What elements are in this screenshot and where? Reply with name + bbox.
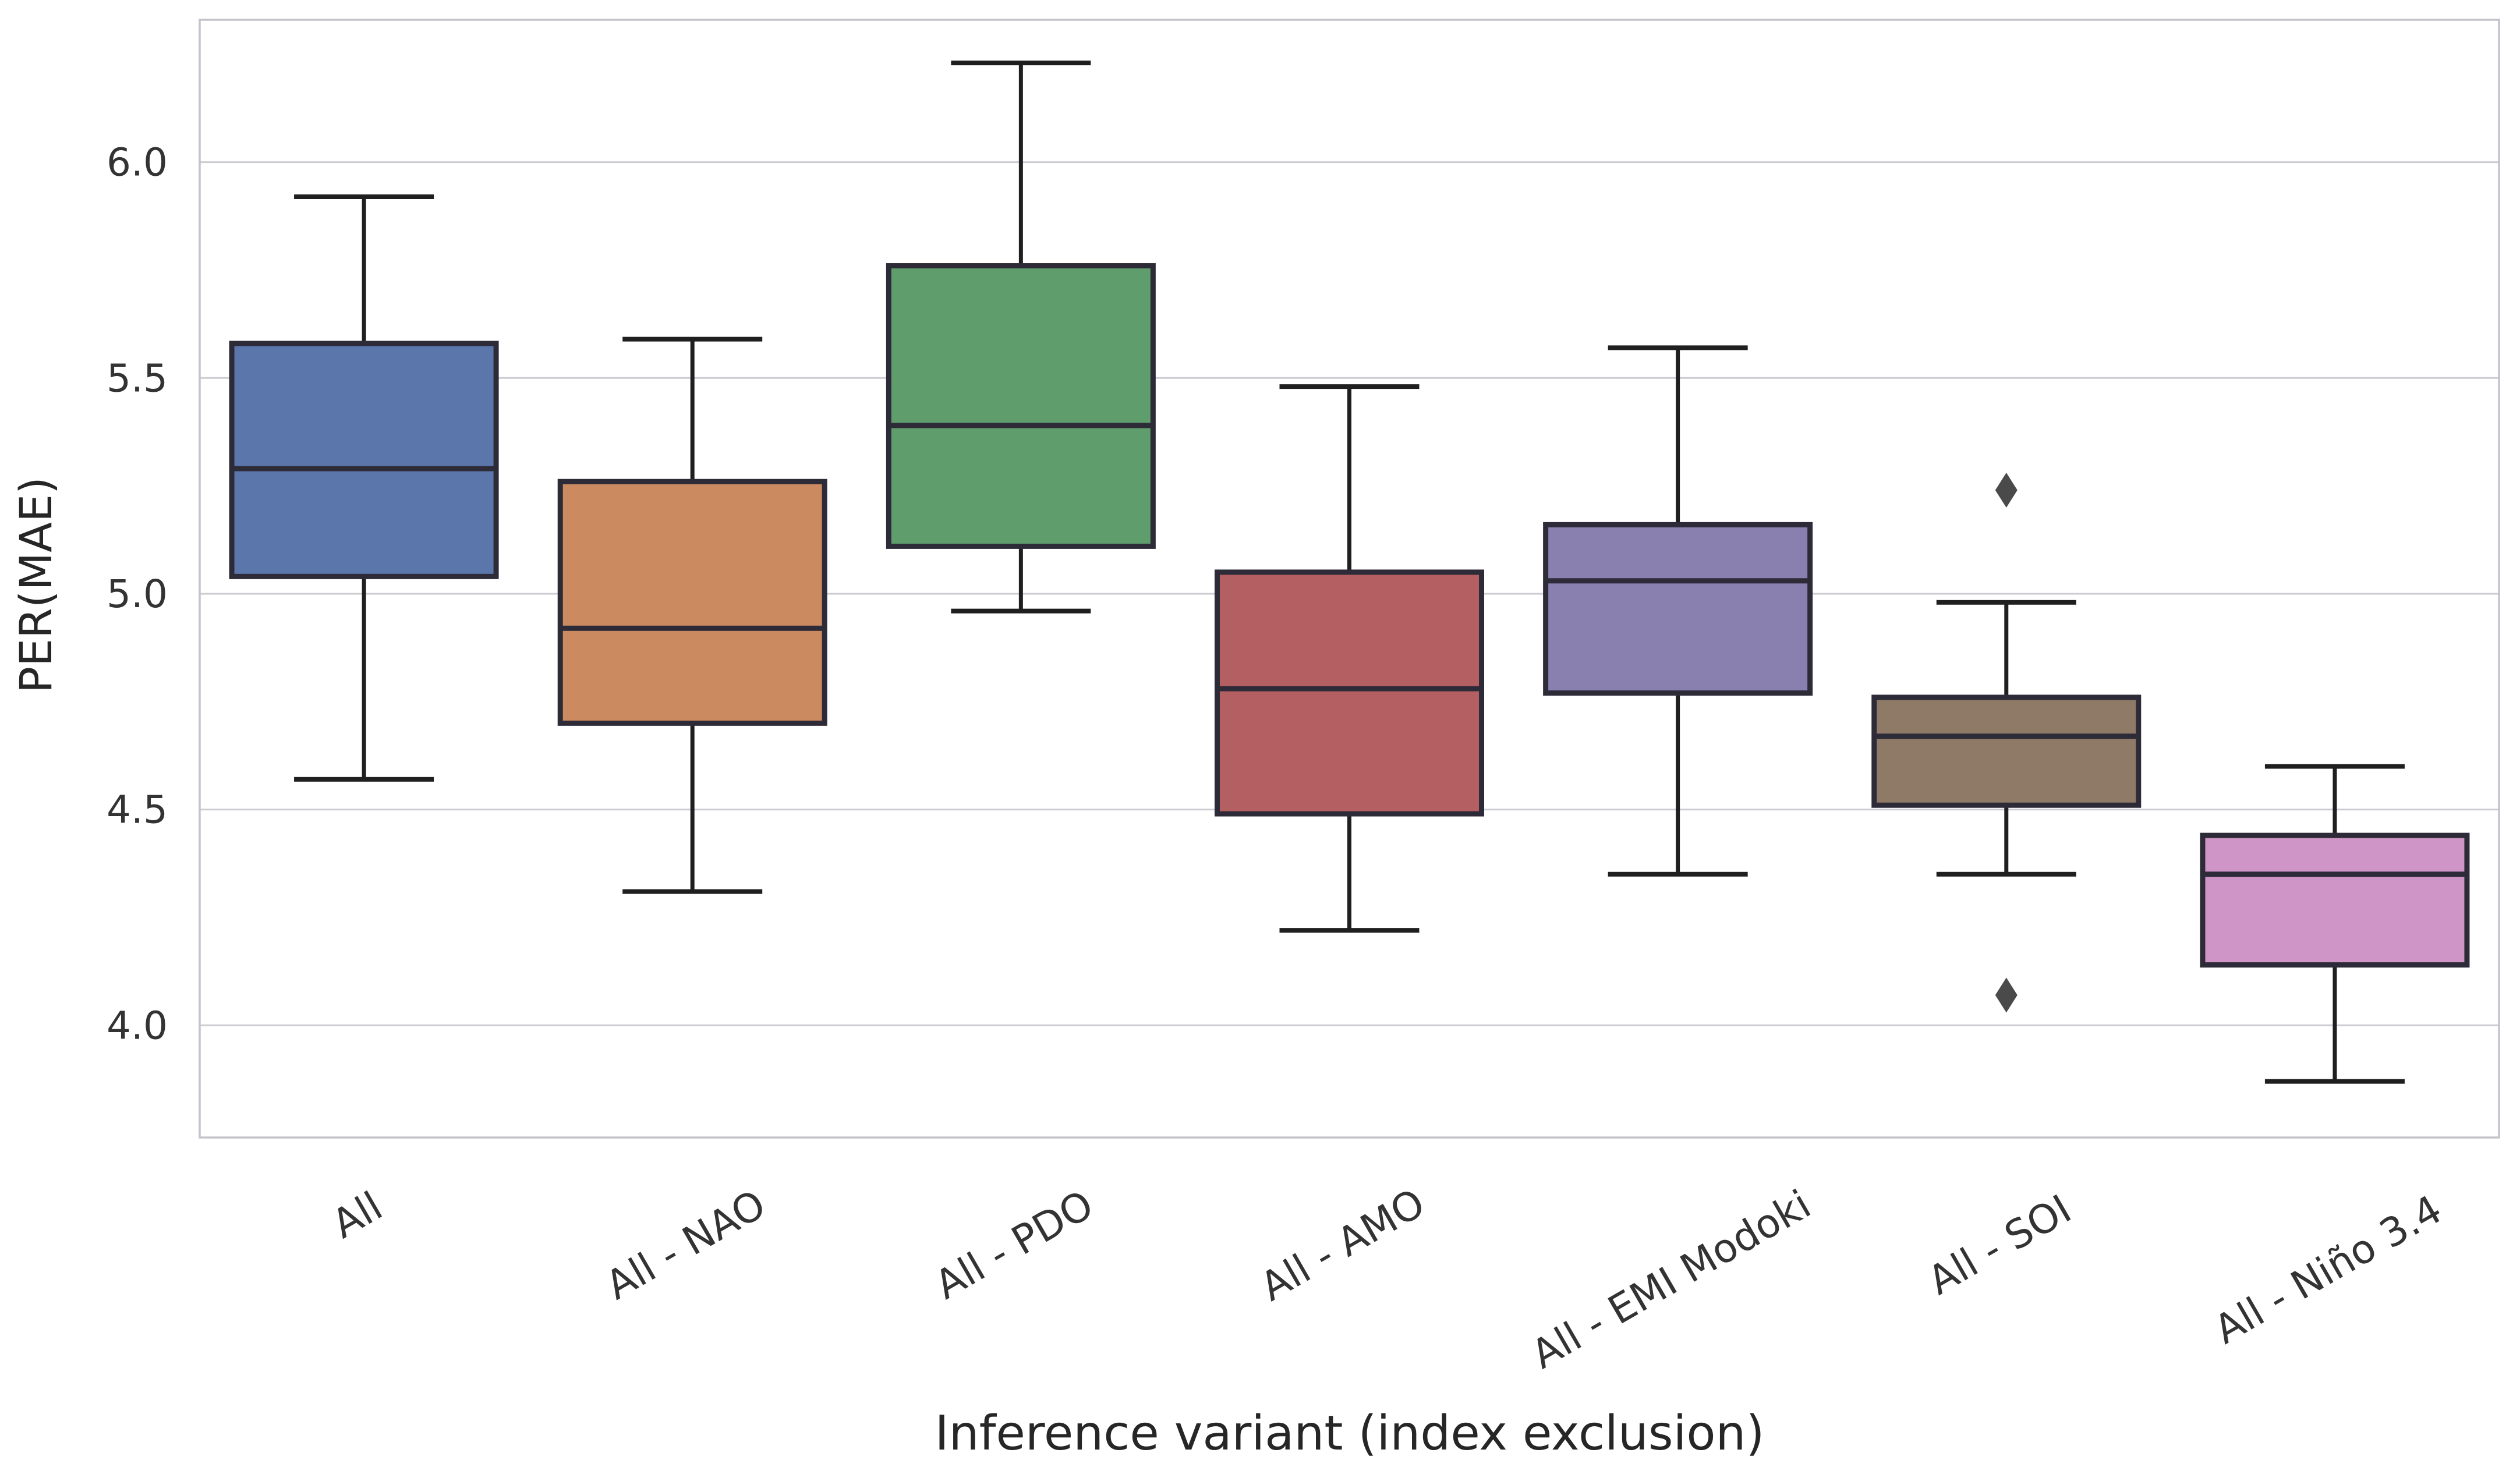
box-group	[1871, 473, 2142, 1013]
box-group	[1543, 345, 1813, 877]
box-rect	[557, 479, 827, 726]
box-group	[557, 336, 827, 894]
x-tick-label: All	[325, 1183, 391, 1248]
y-tick-label: 4.5	[107, 788, 168, 832]
y-tick-label: 5.0	[107, 572, 168, 616]
outlier-diamond	[1995, 473, 2018, 508]
x-tick-label: All - PDO	[928, 1182, 1101, 1309]
plot-border	[199, 19, 2500, 1139]
x-tick-label: All - EMI Modoki	[1524, 1182, 1818, 1379]
boxes	[229, 61, 2470, 1084]
box-group	[2200, 764, 2470, 1084]
box-rect	[1543, 522, 1813, 696]
box-rect	[1215, 569, 1484, 817]
y-axis-title: PER(MAE)	[10, 477, 62, 693]
x-tick-label: All - NAO	[599, 1181, 774, 1309]
box-group	[886, 61, 1156, 614]
y-tick-label: 4.0	[107, 1003, 168, 1048]
box-rect	[1871, 694, 2142, 808]
box-group	[229, 194, 499, 782]
y-tick-label: 5.5	[107, 356, 168, 401]
box-rect	[229, 341, 499, 579]
x-tick-label: All - SOI	[1920, 1186, 2079, 1305]
x-axis-title: Inference variant (index exclusion)	[935, 1406, 1764, 1461]
y-tick-label: 6.0	[107, 140, 168, 185]
box-rect	[2200, 832, 2470, 968]
x-tick-label: All - AMO	[1253, 1180, 1433, 1310]
box-group	[1215, 384, 1484, 933]
box-rect	[886, 263, 1156, 549]
x-tick-label: All - Niño 3.4	[2207, 1186, 2450, 1353]
outlier-diamond	[1995, 977, 2018, 1013]
